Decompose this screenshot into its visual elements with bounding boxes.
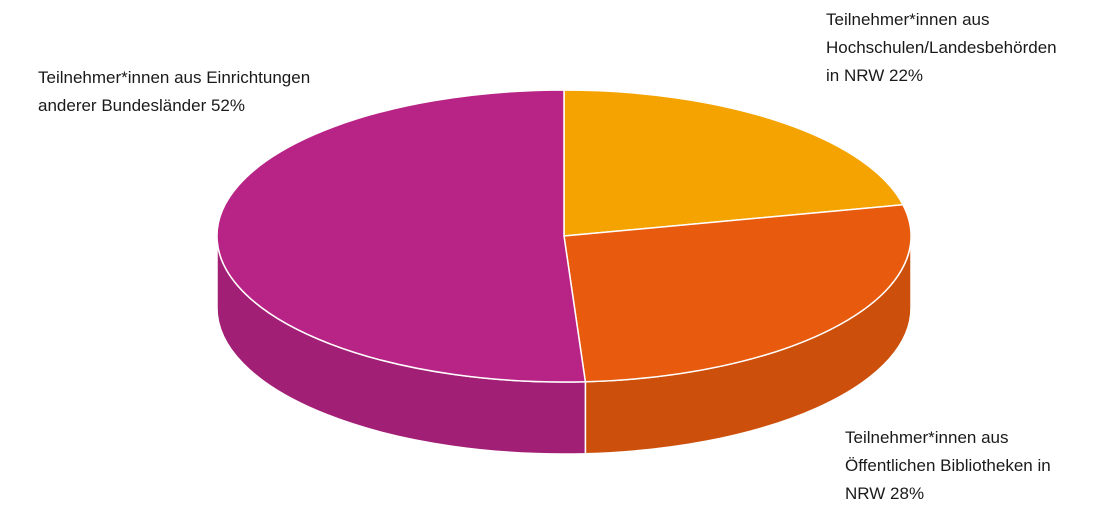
slice (563, 203, 912, 383)
label-name: Teilnehmer*innen aus Hochschulen/Landesb… (826, 10, 1057, 85)
slice (216, 89, 587, 383)
label-value: 22% (888, 66, 924, 85)
slice-label: Teilnehmer*innen aus Öffentlichen Biblio… (845, 424, 1090, 508)
slice-label: Teilnehmer*innen aus Hochschulen/Landesb… (826, 6, 1066, 90)
label-value: 52% (210, 96, 245, 115)
label-name: Teilnehmer*innen aus Öffentlichen Biblio… (845, 428, 1051, 503)
slice (563, 89, 905, 237)
label-value: 28% (890, 484, 925, 503)
slice-label: Teilnehmer*innen aus Einrichtungen ander… (38, 64, 368, 120)
label-name: Teilnehmer*innen aus Einrichtungen ander… (38, 68, 311, 115)
